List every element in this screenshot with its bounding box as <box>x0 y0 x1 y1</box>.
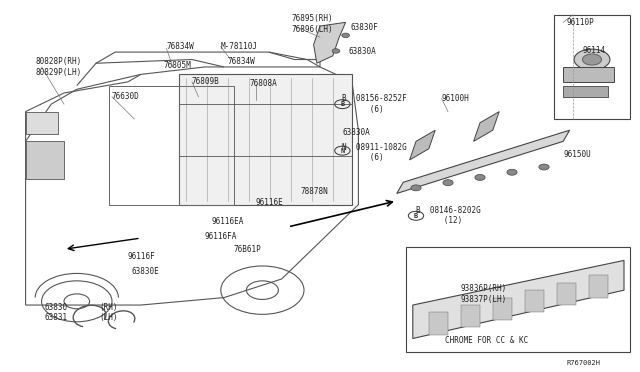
Bar <box>406 247 630 352</box>
Text: N: N <box>340 148 344 154</box>
Text: 76895(RH)
76896(LH): 76895(RH) 76896(LH) <box>291 15 333 34</box>
Bar <box>109 86 179 205</box>
Text: 76834W: 76834W <box>166 42 194 51</box>
Text: 76808A: 76808A <box>250 79 277 88</box>
Circle shape <box>475 174 485 180</box>
Text: B: B <box>340 101 344 107</box>
Bar <box>179 86 234 205</box>
Text: CHROME FOR CC & KC: CHROME FOR CC & KC <box>445 336 528 345</box>
Bar <box>461 305 480 327</box>
Polygon shape <box>314 22 346 63</box>
Polygon shape <box>413 260 624 339</box>
Text: 96116FA: 96116FA <box>205 232 237 241</box>
Circle shape <box>574 49 610 70</box>
Text: B  08156-8252F
      (6): B 08156-8252F (6) <box>342 94 407 114</box>
Circle shape <box>411 185 421 191</box>
Circle shape <box>507 169 517 175</box>
Bar <box>525 290 544 312</box>
Bar <box>557 283 576 305</box>
Bar <box>26 141 64 179</box>
Bar <box>26 112 58 134</box>
Circle shape <box>582 54 602 65</box>
Bar <box>429 312 448 335</box>
Text: R767002H: R767002H <box>566 360 600 366</box>
Circle shape <box>332 49 340 53</box>
Bar <box>563 67 614 82</box>
Text: 63830E: 63830E <box>131 267 159 276</box>
Text: (RH)
(LH): (RH) (LH) <box>99 303 118 322</box>
Text: 96116EA: 96116EA <box>211 217 244 226</box>
Text: 76B61P: 76B61P <box>234 245 261 254</box>
Text: B  08146-8202G
      (12): B 08146-8202G (12) <box>416 206 481 225</box>
Bar <box>493 298 512 320</box>
Text: M-78110J: M-78110J <box>221 42 258 51</box>
Text: 76630D: 76630D <box>112 92 140 101</box>
Text: 76834W: 76834W <box>227 57 255 66</box>
Text: 63830F: 63830F <box>351 23 378 32</box>
Text: B: B <box>414 213 418 219</box>
Polygon shape <box>397 130 570 193</box>
Bar <box>554 15 630 119</box>
Text: 76809B: 76809B <box>192 77 220 86</box>
Text: 96150U: 96150U <box>563 150 591 159</box>
Bar <box>563 86 608 97</box>
Text: 63830A: 63830A <box>342 128 370 137</box>
Text: 96114: 96114 <box>582 46 605 55</box>
Text: 96110P: 96110P <box>566 18 594 27</box>
Text: 78878N: 78878N <box>301 187 328 196</box>
Polygon shape <box>410 130 435 160</box>
Text: 96116E: 96116E <box>256 198 284 207</box>
Text: 63830A: 63830A <box>349 47 376 56</box>
Bar <box>179 74 352 205</box>
Text: 93836P(RH)
93837P(LH): 93836P(RH) 93837P(LH) <box>461 284 507 304</box>
Circle shape <box>443 180 453 186</box>
Circle shape <box>342 33 349 38</box>
Text: 80828P(RH)
80829P(LH): 80828P(RH) 80829P(LH) <box>35 57 81 77</box>
Text: 76805M: 76805M <box>163 61 191 70</box>
Text: 96116F: 96116F <box>128 252 156 261</box>
Text: N  08911-1082G
      (6): N 08911-1082G (6) <box>342 143 407 162</box>
Bar <box>589 275 608 298</box>
Circle shape <box>539 164 549 170</box>
Text: 63830
63831: 63830 63831 <box>45 303 68 322</box>
Text: 96100H: 96100H <box>442 94 469 103</box>
Polygon shape <box>474 112 499 141</box>
